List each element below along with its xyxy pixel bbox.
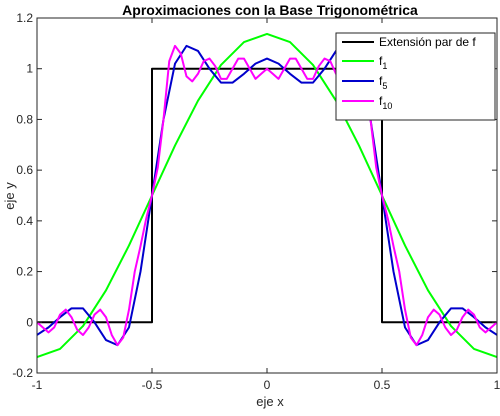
series-line-2 — [37, 32, 497, 358]
y-tick-label: -0.2 — [12, 366, 33, 380]
x-tick-label: 1 — [494, 378, 500, 392]
series-line-4 — [37, 44, 497, 347]
x-tick-label: -1 — [32, 378, 43, 392]
legend-label-4: f10 — [379, 94, 392, 111]
y-tick-label: 0.2 — [16, 265, 33, 279]
y-axis-label: eje y — [2, 182, 17, 210]
legend-label-3: f5 — [379, 74, 387, 91]
y-tick-label: 1.2 — [16, 11, 33, 25]
legend-box — [335, 32, 496, 121]
y-tick-label: 1 — [26, 62, 33, 76]
legend-label-2: f1 — [379, 54, 387, 71]
legend: Extensión par de f f1 f5 f10 — [335, 32, 496, 121]
series-layer — [37, 32, 497, 358]
chart-title: Aproximaciones con la Base Trigonométric… — [122, 2, 418, 18]
legend-label-1: Extensión par de f — [379, 35, 476, 49]
y-tick-label: 0.6 — [16, 163, 33, 177]
ticks-layer: -1 -0.5 0 0.5 1 -0.2 0 0.2 0.4 0.6 0.8 1 1.2 — [12, 11, 500, 392]
x-tick-label: -0.5 — [142, 378, 163, 392]
y-tick-label: 0.4 — [16, 214, 33, 228]
x-tick-label: 0.5 — [374, 378, 391, 392]
x-tick-label: 0 — [264, 378, 271, 392]
y-tick-label: 0 — [26, 315, 33, 329]
y-tick-label: 0.8 — [16, 112, 33, 126]
series-line-3 — [37, 44, 497, 347]
x-axis-label: eje x — [256, 394, 284, 409]
